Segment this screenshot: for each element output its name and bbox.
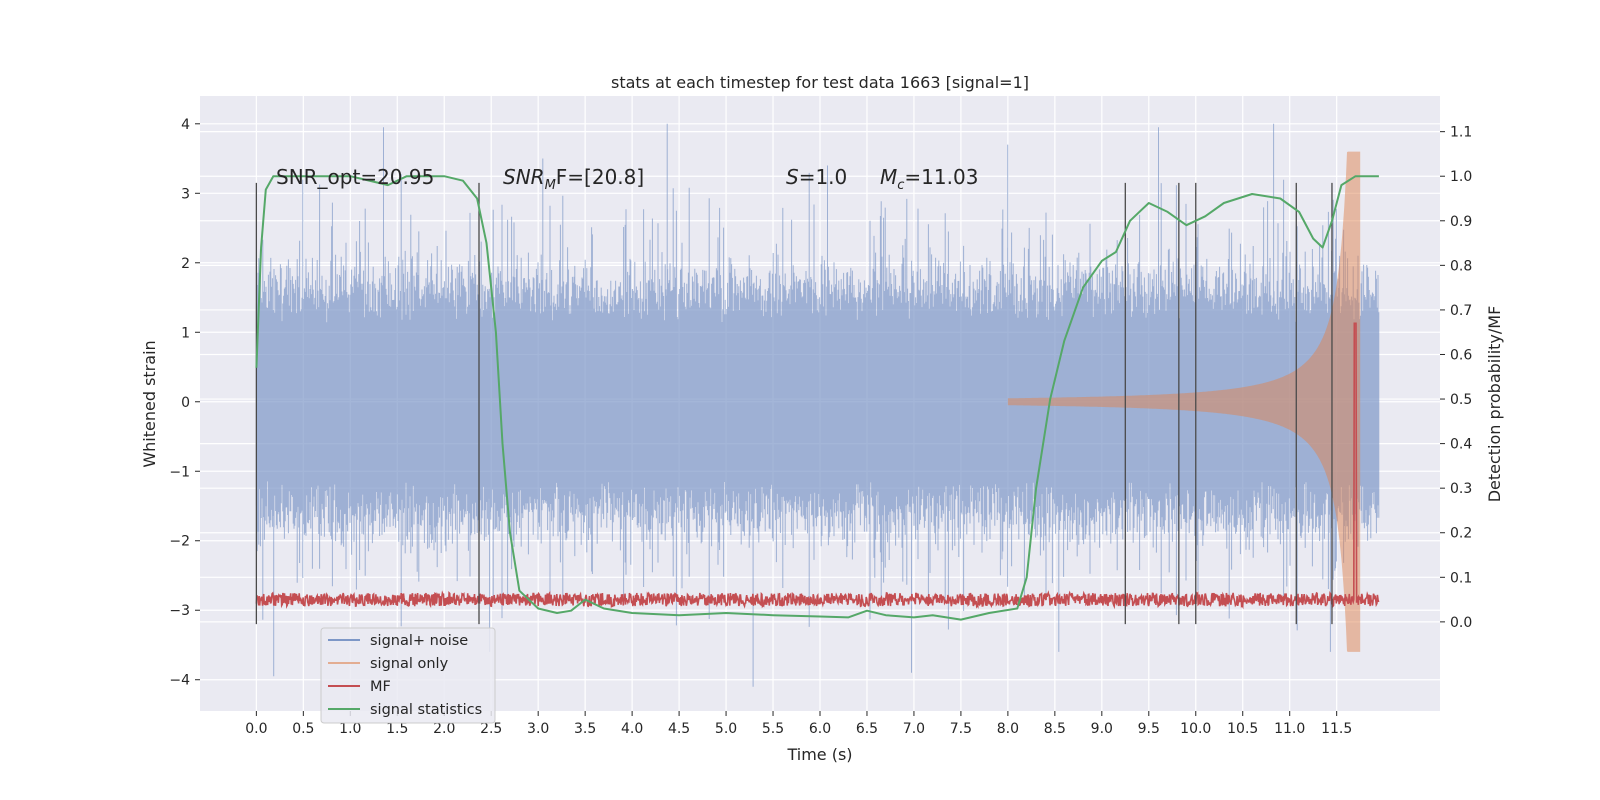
- x-tick-label-6.5: 6.5: [856, 721, 878, 737]
- y-right-tick-labels: 1.1 1.0 0.9 0.8 0.7 0.6 0.5 0.4 0.3 0.2 0.1 0.0: [1440, 125, 1472, 631]
- x-tick-label-7.0: 7.0: [903, 721, 925, 737]
- y-tick-label-3: 3: [181, 186, 190, 202]
- signal-only-area: [1007, 151, 1361, 652]
- y-tick-labels: 4 3 2 1 0 −1 −2 −3 −4: [169, 117, 200, 689]
- y-right-tick-label-0.6: 0.6: [1450, 347, 1472, 363]
- x-tick-label-9.5: 9.5: [1138, 721, 1160, 737]
- x-tick-label-0.5: 0.5: [292, 721, 314, 737]
- legend-label-mf: MF: [370, 679, 391, 695]
- series-signal-statistics: [255, 175, 1379, 621]
- series-mf: [255, 322, 1380, 610]
- x-tick-label-7.5: 7.5: [950, 721, 972, 737]
- y-right-tick-label-0.7: 0.7: [1450, 303, 1472, 319]
- x-axis-label: Time (s): [786, 745, 852, 764]
- x-tick-label-1.5: 1.5: [386, 721, 408, 737]
- y-right-tick-label-1.0: 1.0: [1450, 169, 1472, 185]
- annotation-snr-mf-sub: M: [545, 178, 556, 193]
- y-right-tick-label-0.4: 0.4: [1450, 437, 1472, 453]
- annotation-mc-var: M: [880, 165, 897, 189]
- signal-statistics-line: [255, 175, 1379, 621]
- y-right-tick-label-0.9: 0.9: [1450, 214, 1472, 230]
- legend: signal+ noise signal only MF signal stat…: [320, 627, 496, 724]
- x-tick-label-2.0: 2.0: [433, 721, 455, 737]
- y-right-tick-label-0.8: 0.8: [1450, 258, 1472, 274]
- x-tick-label-5.5: 5.5: [762, 721, 784, 737]
- chart-title: stats at each timestep for test data 166…: [611, 73, 1029, 92]
- y-tick-label-2: 2: [181, 256, 190, 272]
- y-right-tick-label-0.0: 0.0: [1450, 615, 1472, 631]
- annotation-s-value: =1.0: [799, 165, 848, 189]
- y-right-tick-label-0.5: 0.5: [1450, 392, 1472, 408]
- y-tick-label-−3: −3: [169, 603, 190, 619]
- y-tick-label-4: 4: [181, 117, 190, 133]
- annotation-snr-mf-suffix: F=[20.8]: [556, 165, 644, 189]
- y-right-tick-label-0.3: 0.3: [1450, 481, 1472, 497]
- y-tick-label-−2: −2: [169, 534, 190, 550]
- legend-box: [320, 627, 496, 724]
- x-tick-label-4.5: 4.5: [668, 721, 690, 737]
- mf-line: [255, 322, 1380, 610]
- y-tick-label-−1: −1: [169, 464, 190, 480]
- annotation-mc: Mc=11.03: [880, 165, 978, 193]
- annotation-snr-mf: SNRMF=[20.8]: [503, 165, 644, 193]
- y-tick-label-−4: −4: [169, 673, 190, 689]
- annotation-snr-opt: SNR_opt=20.95: [276, 165, 434, 189]
- y-tick-label-0: 0: [181, 395, 190, 411]
- x-tick-label-5.0: 5.0: [715, 721, 737, 737]
- y-axis-label: Whitened strain: [140, 340, 159, 467]
- x-tick-label-11.0: 11.0: [1274, 721, 1305, 737]
- x-tick-label-10.0: 10.0: [1180, 721, 1211, 737]
- x-tick-label-6.0: 6.0: [809, 721, 831, 737]
- x-tick-label-0.0: 0.0: [245, 721, 267, 737]
- annotation-s-var: S: [786, 165, 799, 189]
- x-tick-label-10.5: 10.5: [1227, 721, 1258, 737]
- x-tick-label-2.5: 2.5: [480, 721, 502, 737]
- y-right-tick-label-0.1: 0.1: [1450, 570, 1472, 586]
- x-tick-label-3.5: 3.5: [574, 721, 596, 737]
- event-markers: [255, 182, 1333, 625]
- annotation-snr-mf-prefix: SNR: [503, 165, 545, 189]
- x-tick-label-3.0: 3.0: [527, 721, 549, 737]
- legend-label-signal-only: signal only: [370, 656, 449, 672]
- x-tick-label-8.5: 8.5: [1044, 721, 1066, 737]
- x-tick-labels: 0.0 0.5 1.0 1.5 2.0 2.5 3.0 3.5 4.0 4.5 5.0 5.5 6.0 6…: [245, 711, 1352, 737]
- annotation-mc-sub: c: [897, 178, 904, 193]
- series-signal-only: [1007, 151, 1361, 652]
- x-tick-label-9.0: 9.0: [1091, 721, 1113, 737]
- x-tick-label-8.0: 8.0: [997, 721, 1019, 737]
- y-right-tick-label-1.1: 1.1: [1450, 125, 1472, 141]
- legend-label-signal-statistics: signal statistics: [370, 702, 482, 718]
- x-tick-label-1.0: 1.0: [339, 721, 361, 737]
- y-right-tick-label-0.2: 0.2: [1450, 526, 1472, 542]
- y-tick-label-1: 1: [181, 325, 190, 341]
- x-tick-label-4.0: 4.0: [621, 721, 643, 737]
- annotation-mc-value: =11.03: [904, 165, 978, 189]
- annotation-s: S=1.0: [786, 165, 847, 189]
- legend-label-signal-noise: signal+ noise: [370, 633, 468, 649]
- y-right-axis-label: Detection probability/MF: [1485, 306, 1504, 503]
- x-tick-label-11.5: 11.5: [1321, 721, 1352, 737]
